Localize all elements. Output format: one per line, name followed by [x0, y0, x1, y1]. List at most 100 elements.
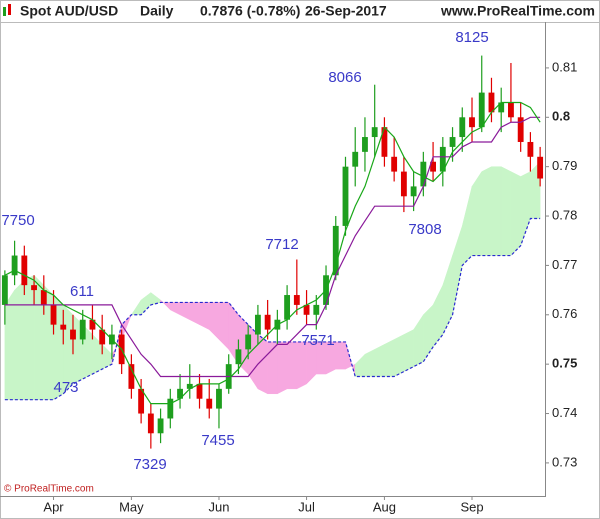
- cloud: [393, 334, 405, 377]
- candle-body: [362, 137, 368, 152]
- candle-body: [196, 383, 203, 399]
- candle-body: [206, 398, 213, 409]
- cloud: [471, 170, 482, 256]
- cloud: [335, 341, 346, 370]
- annotation: 7571: [301, 332, 334, 349]
- y-tick-label: 0.76: [552, 306, 577, 321]
- candle-body: [430, 161, 436, 172]
- candle-body: [264, 314, 271, 330]
- candle-body: [157, 418, 164, 434]
- candle-body: [410, 186, 417, 197]
- source: www.ProRealTime.com: [440, 3, 595, 19]
- cloud: [277, 341, 288, 395]
- candle-body: [254, 314, 261, 335]
- period: Daily: [140, 3, 174, 19]
- candle-body: [70, 329, 76, 340]
- plot-area: [1, 55, 544, 449]
- candle-body: [478, 92, 485, 128]
- candle-body: [313, 304, 320, 315]
- candle-body: [449, 137, 456, 147]
- kijun-line: [4, 116, 541, 378]
- candle-body: [89, 319, 96, 330]
- candle-body: [469, 117, 475, 128]
- candle-body: [216, 388, 222, 409]
- annotation: 473: [53, 379, 78, 396]
- candle-body: [498, 102, 505, 113]
- cloud: [510, 171, 521, 257]
- x-tick-label: Apr: [43, 499, 64, 514]
- candle-body: [21, 255, 28, 286]
- x-tick-label: Sep: [460, 499, 483, 514]
- cloud: [296, 341, 307, 390]
- annotation: 7750: [1, 212, 34, 229]
- x-tick-label: Aug: [373, 499, 396, 514]
- cloud: [384, 339, 395, 377]
- cloud: [24, 274, 35, 400]
- copyright: © ProRealTime.com: [4, 484, 94, 495]
- candle-body: [79, 319, 86, 340]
- candle-body: [352, 151, 359, 167]
- last-price: 0.7876 (-0.78%): [200, 3, 300, 19]
- candle-body: [439, 146, 446, 172]
- annotation: 7329: [133, 456, 166, 473]
- candle-body: [391, 156, 398, 172]
- candle-body: [167, 398, 174, 419]
- candle-body: [186, 383, 193, 389]
- y-tick-label: 0.78: [552, 207, 577, 222]
- candle-body: [332, 225, 339, 276]
- candle-body: [1, 275, 8, 305]
- cloud: [500, 166, 512, 256]
- candle-body: [60, 324, 67, 330]
- candle-body: [517, 117, 524, 142]
- candle-body: [420, 161, 427, 187]
- y-tick-label: 0.8: [552, 109, 570, 124]
- candle-body: [537, 156, 544, 179]
- span-b-line: [4, 217, 541, 401]
- x-tick-label: Jun: [208, 499, 229, 514]
- candle-body: [245, 334, 252, 350]
- candle-body: [488, 92, 495, 113]
- candle-body: [11, 255, 18, 276]
- cloud: [286, 341, 298, 390]
- candle-body: [284, 295, 291, 320]
- cloud: [403, 329, 414, 372]
- y-tick-label: 0.75: [552, 356, 577, 371]
- tenkan-line: [4, 101, 541, 405]
- x-tick-label: May: [119, 499, 144, 514]
- candle-body: [459, 117, 466, 138]
- cloud: [364, 348, 375, 377]
- candle-body: [177, 388, 183, 399]
- candle-body: [99, 329, 106, 345]
- candle-body: [527, 141, 534, 157]
- cloud: [14, 279, 25, 400]
- annotation: 7455: [201, 432, 234, 449]
- logo: [8, 4, 11, 15]
- title: Spot AUD/USD: [20, 3, 118, 19]
- candle-body: [50, 304, 57, 325]
- candle-body: [128, 364, 135, 389]
- candle-body: [235, 349, 242, 365]
- candle-body: [147, 413, 154, 434]
- candle-body: [400, 171, 407, 197]
- y-tick-label: 0.81: [552, 59, 577, 74]
- candle-body: [31, 285, 37, 291]
- annotation: 7712: [265, 236, 298, 253]
- candle-body: [138, 388, 145, 414]
- cloud: [491, 166, 502, 256]
- y-tick-label: 0.79: [552, 158, 577, 173]
- y-tick-label: 0.77: [552, 257, 577, 272]
- y-tick-label: 0.74: [552, 405, 577, 420]
- candle-body: [381, 127, 388, 157]
- annotation: 611: [70, 283, 94, 300]
- x-tick-label: Jul: [298, 499, 315, 514]
- annotation: 8125: [455, 29, 488, 46]
- candle-body: [342, 166, 349, 226]
- cloud: [199, 302, 210, 331]
- candle-body: [293, 295, 300, 305]
- cloud: [374, 344, 385, 377]
- annotation: 8066: [328, 69, 361, 86]
- candle-body: [371, 127, 378, 138]
